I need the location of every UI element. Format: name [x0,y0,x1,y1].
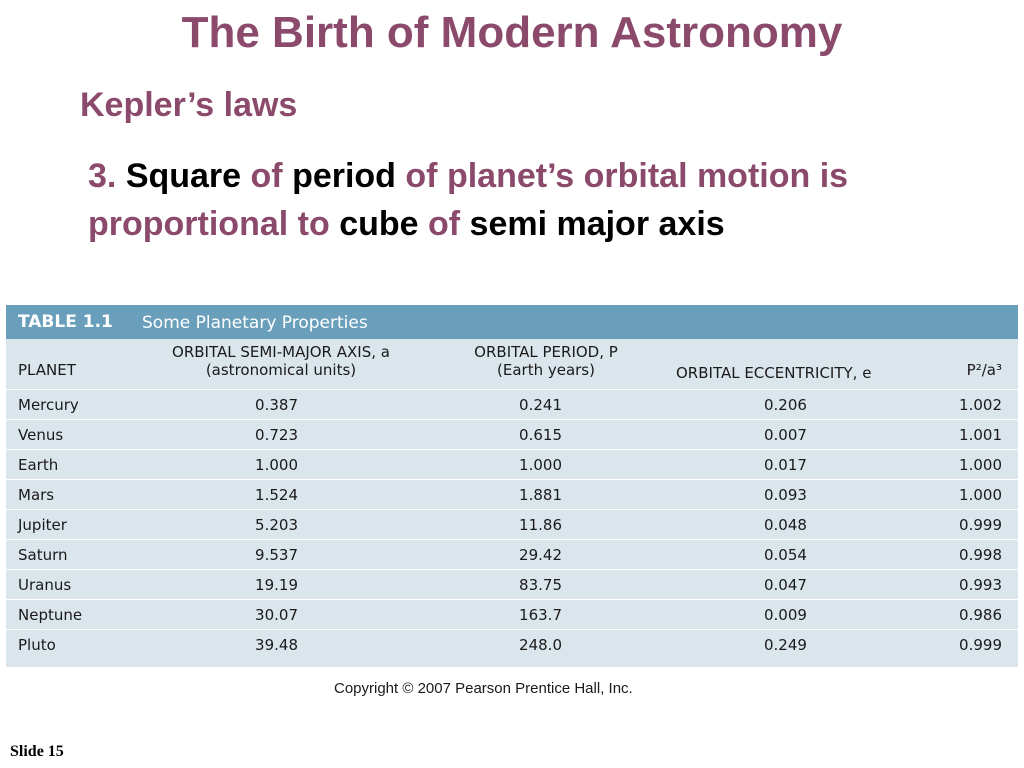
table-row: Uranus 19.19 83.75 0.047 0.993 [6,569,1018,599]
cell-axis: 0.387 [255,396,298,414]
cell-axis: 1.000 [255,456,298,474]
law-text-middle: of planet’s orbital motion is proportion… [88,157,849,243]
col-header-axis-line1: ORBITAL SEMI-MAJOR AXIS, a [172,343,390,361]
cell-planet: Pluto [18,636,56,654]
table-caption: Some Planetary Properties [142,313,368,333]
cell-ratio: 0.999 [959,636,1002,654]
col-header-ratio: P²/a³ [946,361,1002,413]
cell-period: 29.42 [519,546,562,564]
cell-eccentricity: 0.249 [764,636,807,654]
cell-planet: Neptune [18,606,83,624]
cell-ratio: 0.998 [959,546,1002,564]
table-row: Pluto 39.48 248.0 0.249 0.999 [6,629,1018,659]
table-row: Venus 0.723 0.615 0.007 1.001 [6,419,1018,449]
table-number: TABLE 1.1 [18,312,113,332]
law-number: 3. [88,157,126,195]
col-header-planet: PLANET [18,361,76,413]
cell-period: 0.615 [519,426,562,444]
table-row: Jupiter 5.203 11.86 0.048 0.999 [6,509,1018,539]
table-row: Saturn 9.537 29.42 0.054 0.998 [6,539,1018,569]
planetary-properties-table: TABLE 1.1 Some Planetary Properties PLAN… [6,305,1018,667]
cell-axis: 1.524 [255,486,298,504]
cell-period: 11.86 [519,516,562,534]
kepler-third-law: 3. Square of period of planet’s orbital … [88,152,988,248]
cell-period: 0.241 [519,396,562,414]
cell-axis: 19.19 [255,576,298,594]
cell-planet: Saturn [18,546,68,564]
col-header-eccentricity: ORBITAL ECCENTRICITY, e [676,364,871,416]
cell-eccentricity: 0.007 [764,426,807,444]
col-header-period: ORBITAL PERIOD, P (Earth years) [456,343,636,395]
cell-eccentricity: 0.009 [764,606,807,624]
cell-planet: Venus [18,426,64,444]
slide-title: The Birth of Modern Astronomy [181,8,843,57]
cell-eccentricity: 0.047 [764,576,807,594]
cell-planet: Uranus [18,576,72,594]
table-body: Mercury 0.387 0.241 0.206 1.002 Venus 0.… [6,389,1018,659]
table-row: Earth 1.000 1.000 0.017 1.000 [6,449,1018,479]
law-term-square: Square [125,157,242,195]
cell-eccentricity: 0.017 [764,456,807,474]
cell-planet: Mars [18,486,55,504]
cell-planet: Mercury [18,396,79,414]
col-header-period-line1: ORBITAL PERIOD, P [474,343,618,361]
cell-axis: 30.07 [255,606,298,624]
cell-period: 1.000 [519,456,562,474]
col-header-axis: ORBITAL SEMI-MAJOR AXIS, a (astronomical… [156,343,406,395]
col-header-planet-label: PLANET [18,361,76,379]
cell-planet: Earth [18,456,59,474]
col-header-ratio-label: P²/a³ [966,361,1002,379]
cell-ratio: 1.002 [959,396,1002,414]
cell-axis: 5.203 [255,516,298,534]
cell-eccentricity: 0.093 [764,486,807,504]
cell-ratio: 0.999 [959,516,1002,534]
cell-period: 1.881 [519,486,562,504]
col-header-axis-line2: (astronomical units) [205,361,357,379]
col-header-ecc-label: ORBITAL ECCENTRICITY, e [676,364,872,382]
cell-ratio: 1.000 [959,456,1002,474]
cell-axis: 0.723 [255,426,298,444]
law-term-semi-major-axis: semi major axis [469,205,725,243]
slide-subtitle: Kepler’s laws [80,86,298,124]
cell-axis: 39.48 [255,636,298,654]
law-text-of-2: of [418,205,470,243]
law-term-period: period [292,157,396,195]
cell-period: 163.7 [519,606,562,624]
cell-eccentricity: 0.054 [764,546,807,564]
cell-eccentricity: 0.048 [764,516,807,534]
slide-number: Slide 15 [10,743,64,760]
cell-ratio: 1.001 [959,426,1002,444]
col-header-period-line2: (Earth years) [497,361,595,379]
cell-period: 83.75 [519,576,562,594]
table-header-bar: TABLE 1.1 Some Planetary Properties [6,305,1018,339]
cell-ratio: 0.993 [959,576,1002,594]
cell-ratio: 1.000 [959,486,1002,504]
table-row: Mercury 0.387 0.241 0.206 1.002 [6,389,1018,419]
law-term-cube: cube [339,205,419,243]
cell-axis: 9.537 [255,546,298,564]
copyright-notice: Copyright © 2007 Pearson Prentice Hall, … [334,680,633,697]
table-row: Mars 1.524 1.881 0.093 1.000 [6,479,1018,509]
cell-period: 248.0 [519,636,562,654]
cell-planet: Jupiter [18,516,67,534]
cell-ratio: 0.986 [959,606,1002,624]
table-row: Neptune 30.07 163.7 0.009 0.986 [6,599,1018,629]
cell-eccentricity: 0.206 [764,396,807,414]
law-text-of-1: of [241,157,293,195]
